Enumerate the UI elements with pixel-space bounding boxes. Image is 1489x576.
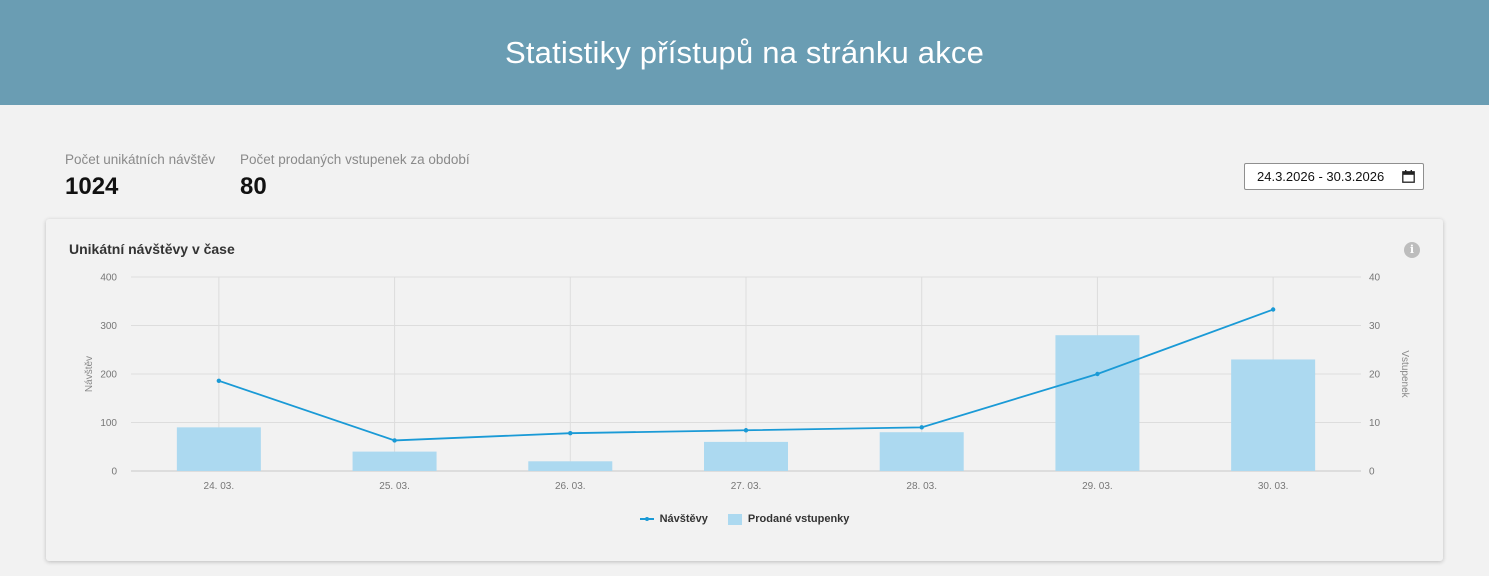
bar-tickets (176, 427, 261, 471)
tickets-sold-value: 80 (240, 173, 267, 200)
x-tick-label: 28. 03. (906, 481, 937, 492)
visits-chart: 0 100 200 300 400 0 10 20 30 40 24. 03. 25. 03. 26. … (84, 273, 1410, 493)
y-tick-label-right: 30 (1369, 321, 1381, 332)
date-range-value: 24.3.2026 - 30.3.2026 (1257, 169, 1385, 184)
legend-line-swatch (639, 517, 654, 521)
unique-visits-stat: Počet unikátních návštěv 1024 (65, 152, 215, 201)
legend-tickets-label: Prodané vstupenky (747, 513, 850, 525)
x-tick-label: 29. 03. (1082, 481, 1113, 492)
date-range-picker[interactable]: 24.3.2026 - 30.3.2026 (1244, 163, 1424, 190)
chart-title: Unikátní návštěvy v čase (69, 241, 235, 257)
y-tick-label-right: 20 (1369, 370, 1381, 381)
y-tick-label-left: 100 (100, 418, 117, 429)
y-axis-title-right: Vstupenek (1399, 350, 1410, 398)
calendar-icon[interactable] (1402, 170, 1415, 183)
x-tick-label: 25. 03. (379, 481, 410, 492)
y-tick-label-left: 0 (111, 467, 117, 478)
point-visits (743, 428, 749, 433)
point-visits (919, 425, 924, 430)
y-tick-label-left: 400 (100, 273, 117, 284)
x-tick-label: 27. 03. (731, 481, 762, 492)
legend-item-visits[interactable]: Návštěvy (639, 513, 708, 525)
unique-visits-value: 1024 (65, 173, 119, 200)
y-axis-title-left: Návštěv (84, 356, 95, 392)
x-tick-label: 24. 03. (204, 481, 235, 492)
bar-tickets (879, 432, 964, 471)
point-visits (568, 430, 573, 436)
info-icon[interactable]: i (1404, 242, 1420, 258)
point-visits (1095, 371, 1100, 377)
point-visits (1270, 307, 1276, 312)
legend-item-tickets[interactable]: Prodané vstupenky (727, 513, 850, 525)
x-tick-label: 26. 03. (555, 481, 586, 492)
page-header: Statistiky přístupů na stránku akce (0, 0, 1489, 105)
bar-tickets (1231, 359, 1316, 471)
bar-tickets (1055, 335, 1140, 471)
x-tick-label: 30. 03. (1258, 481, 1289, 492)
y-tick-label-right: 40 (1369, 273, 1381, 284)
y-tick-label-left: 300 (100, 321, 117, 332)
legend-bar-swatch (727, 513, 742, 525)
point-visits (392, 438, 397, 443)
bar-tickets (352, 451, 437, 471)
page-title: Statistiky přístupů na stránku akce (504, 34, 985, 70)
y-tick-label-right: 0 (1369, 467, 1375, 478)
point-visits (216, 378, 222, 383)
visits-chart-card: Unikátní návštěvy v čase i 0 100 200 300 400… (46, 219, 1443, 561)
tickets-sold-label: Počet prodaných vstupenek za období (240, 152, 470, 167)
chart-legend: Návštěvy Prodané vstupenky (46, 513, 1443, 525)
bar-tickets (528, 461, 613, 471)
y-tick-label-left: 200 (100, 370, 117, 381)
legend-visits-label: Návštěvy (659, 513, 708, 525)
unique-visits-label: Počet unikátních návštěv (65, 152, 216, 167)
tickets-sold-stat: Počet prodaných vstupenek za období 80 (240, 152, 470, 201)
y-tick-label-right: 10 (1369, 418, 1381, 429)
bar-tickets (704, 441, 788, 471)
